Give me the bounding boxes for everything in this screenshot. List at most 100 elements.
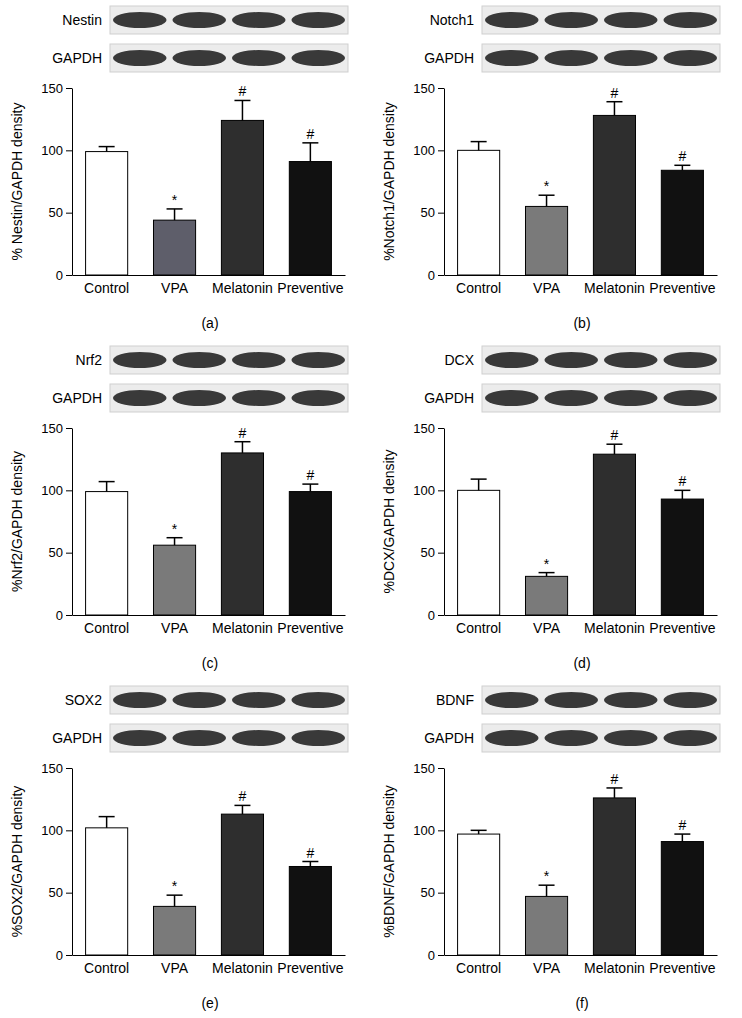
y-tick-mark <box>438 893 444 894</box>
blot-band <box>663 352 717 368</box>
error-stem <box>614 102 616 116</box>
bar <box>661 170 703 275</box>
error-bar <box>99 482 115 492</box>
significance-mark: # <box>306 467 314 483</box>
error-cap <box>167 537 183 539</box>
blot-band <box>604 12 658 28</box>
bar <box>458 834 500 955</box>
x-tick: Preventive <box>649 275 715 296</box>
y-tick: 0 <box>56 948 72 963</box>
y-tick-mark <box>66 275 72 276</box>
significance-mark: # <box>678 817 686 833</box>
y-tick-label: 150 <box>41 81 63 96</box>
y-tick-label: 0 <box>56 608 63 623</box>
error-bar <box>99 817 115 828</box>
x-tick-label: Melatonin <box>212 280 273 296</box>
y-tick-label: 100 <box>41 483 63 498</box>
error-cap <box>471 141 487 143</box>
x-tick-label: Preventive <box>649 960 715 976</box>
panel-label: (c) <box>202 655 218 671</box>
blot-band <box>544 390 598 406</box>
error-cap <box>99 146 115 148</box>
y-axis-title: %SOX2/GAPDH density <box>9 786 25 938</box>
blot-label: BDNF <box>436 692 474 708</box>
y-tick: 0 <box>428 608 444 623</box>
error-cap <box>99 481 115 483</box>
figure: NestinGAPDH*##050100150ControlVPAMelaton… <box>0 0 742 1018</box>
panel: NestinGAPDH*##050100150ControlVPAMelaton… <box>9 6 348 331</box>
blot-band <box>232 352 286 368</box>
panel-label: (b) <box>573 315 590 331</box>
error-bar <box>302 484 318 491</box>
x-tick-label: Control <box>456 620 501 636</box>
y-axis-line <box>444 429 445 616</box>
x-tick-label: Preventive <box>649 620 715 636</box>
bar <box>153 906 195 955</box>
blot-band <box>663 390 717 406</box>
y-tick-mark <box>66 213 72 214</box>
significance-mark: * <box>172 192 178 208</box>
y-axis-title: %Notch1/GAPDH density <box>381 102 397 261</box>
significance-mark: # <box>611 771 619 787</box>
blot-label: Notch1 <box>430 12 475 28</box>
bar <box>525 896 567 955</box>
error-bar <box>471 142 487 151</box>
blot-band <box>485 50 539 66</box>
error-bar <box>674 165 690 170</box>
y-tick-mark <box>66 955 72 956</box>
error-cap <box>674 490 690 492</box>
error-bar <box>471 479 487 490</box>
blot-label: GAPDH <box>52 50 102 66</box>
y-tick-label: 0 <box>56 948 63 963</box>
error-bar <box>167 895 183 906</box>
blot-band <box>232 692 286 708</box>
significance-mark: # <box>239 788 247 804</box>
y-tick: 100 <box>41 143 72 158</box>
error-bar <box>99 147 115 152</box>
significance-mark: * <box>544 178 550 194</box>
x-tick-label: VPA <box>161 280 189 296</box>
y-tick: 100 <box>41 823 72 838</box>
error-cap <box>167 894 183 896</box>
error-cap <box>302 861 318 863</box>
y-tick: 50 <box>421 885 444 900</box>
bar <box>289 492 331 615</box>
error-cap <box>606 787 622 789</box>
y-tick-label: 150 <box>41 421 63 436</box>
y-tick-label: 0 <box>428 608 435 623</box>
panel: Notch1GAPDH*##050100150ControlVPAMelaton… <box>381 6 720 331</box>
bar <box>525 576 567 615</box>
significance-mark: # <box>306 845 314 861</box>
x-tick-label: Melatonin <box>584 620 645 636</box>
bar <box>458 150 500 275</box>
x-tick: Preventive <box>277 615 343 636</box>
y-tick-mark <box>66 893 72 894</box>
y-axis-title: % Nestin/GAPDH density <box>9 103 25 261</box>
y-tick: 150 <box>413 81 444 96</box>
x-tick: Preventive <box>649 955 715 976</box>
plot-area <box>458 102 704 275</box>
y-tick: 0 <box>428 268 444 283</box>
error-cap <box>234 100 250 102</box>
bar <box>221 453 263 615</box>
error-bar <box>234 100 250 120</box>
blot-band <box>485 390 539 406</box>
x-tick-label: Melatonin <box>212 620 273 636</box>
blot-strip <box>482 44 720 72</box>
significance-mark: # <box>611 85 619 101</box>
error-bar <box>167 538 183 545</box>
error-stem <box>478 479 480 490</box>
plot-area <box>86 100 332 275</box>
blot-band <box>113 12 167 28</box>
blot-band <box>544 692 598 708</box>
error-bar <box>674 834 690 841</box>
blot-label: SOX2 <box>65 692 103 708</box>
x-tick: VPA <box>533 955 561 976</box>
error-stem <box>174 538 176 545</box>
bar <box>86 828 128 955</box>
y-tick-mark <box>438 490 444 491</box>
panel: Nrf2GAPDH*##050100150ControlVPAMelatonin… <box>9 346 348 671</box>
plot-area <box>458 788 704 955</box>
blot-label: GAPDH <box>52 390 102 406</box>
blot-label: DCX <box>444 352 474 368</box>
